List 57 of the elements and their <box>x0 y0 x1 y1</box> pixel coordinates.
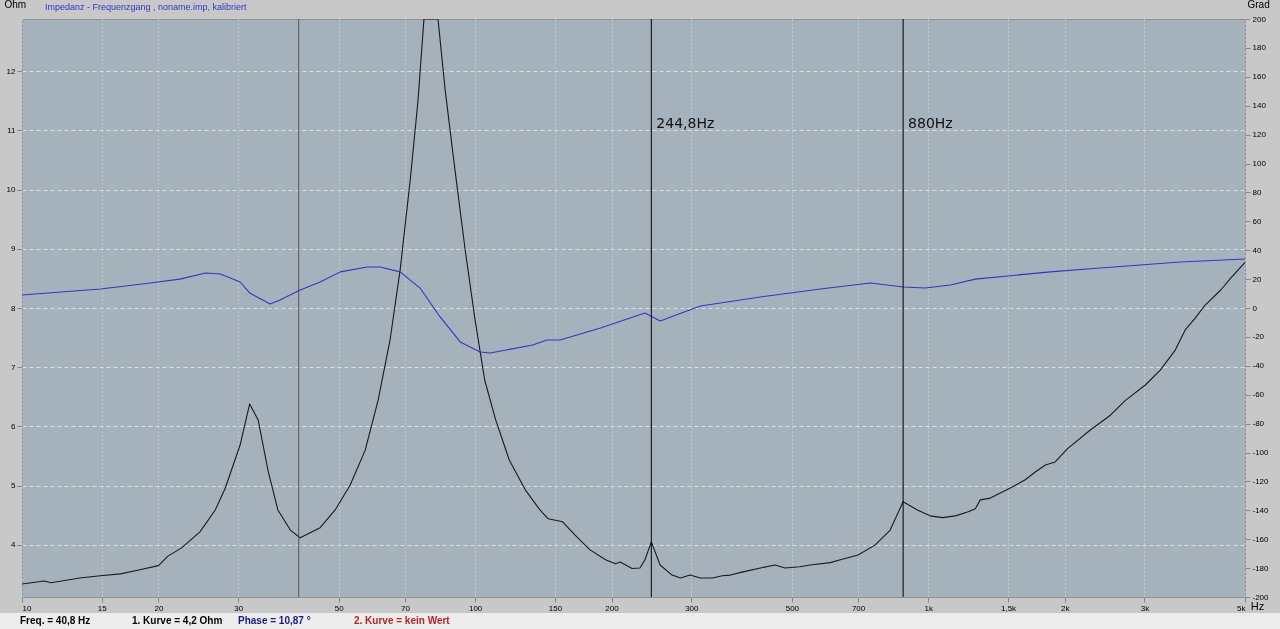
y2-tick-label: -60 <box>1252 390 1265 400</box>
y-tick-label: 8 <box>11 303 17 313</box>
y2-tick-label: -120 <box>1252 476 1270 486</box>
text: Phase = 10,87 ° <box>238 615 311 626</box>
x-tick-label: 500 <box>785 603 800 613</box>
y2-tick-label: 120 <box>1252 130 1267 140</box>
y2-tick-label: 180 <box>1252 43 1267 53</box>
x-tick-label: 5k <box>1237 603 1247 613</box>
x-tick-label: 150 <box>548 603 563 613</box>
y-tick-label: 7 <box>11 362 17 372</box>
x-tick-label: 1k <box>924 603 934 613</box>
y-axis-title: Ohm <box>4 0 27 10</box>
x-tick-label: 100 <box>468 603 483 613</box>
y-tick-label: 4 <box>11 540 17 550</box>
y2-tick-label: 160 <box>1252 72 1267 82</box>
y2-tick-label: -100 <box>1252 448 1270 457</box>
y2-tick-label: 80 <box>1252 187 1262 197</box>
x-tick-label: 1,5k <box>1001 603 1018 613</box>
y2-tick-label: -140 <box>1252 505 1270 515</box>
y-tick-label: 9 <box>11 244 17 254</box>
y-tick-label: 12 <box>6 66 17 76</box>
x-tick-label: 15 <box>97 603 108 613</box>
x-tick-label: 10 <box>22 603 32 613</box>
x-tick-label: 30 <box>234 603 244 613</box>
text: 1. Kurve = 4,2 Ohm <box>132 615 223 626</box>
x-tick-label: 300 <box>685 603 700 613</box>
x-tick-label: 2k <box>1060 603 1071 613</box>
text: Freq. = 40,8 Hz <box>20 615 91 626</box>
y-tick-label: 5 <box>11 481 17 491</box>
ref-line-label: 244,8Hz <box>656 115 715 131</box>
y2-tick-label: -40 <box>1252 361 1265 371</box>
y2-tick-label: 0 <box>1252 303 1258 313</box>
y2-tick-label: -180 <box>1252 563 1270 573</box>
chart-title: Impedanz - Frequenzgang , noname.imp, kalibriert <box>45 2 247 12</box>
y2-tick-label: 40 <box>1252 245 1262 255</box>
x-tick-label: 70 <box>400 603 411 613</box>
y2-tick-label: 60 <box>1252 216 1262 226</box>
y2-tick-label: 200 <box>1252 14 1267 24</box>
y-tick-label: 6 <box>11 421 17 431</box>
y2-tick-label: -160 <box>1252 534 1270 544</box>
x-tick-label: 700 <box>851 603 866 613</box>
y2-tick-label: -200 <box>1252 592 1270 602</box>
y2-tick-label: 100 <box>1252 159 1267 168</box>
ref-line-label: 880Hz <box>908 115 953 131</box>
y-tick-label: 10 <box>6 185 17 195</box>
x-tick-label: 200 <box>605 603 620 613</box>
y2-tick-label: 140 <box>1252 101 1267 111</box>
x-axis-title: Hz <box>1250 599 1265 612</box>
text: 2. Kurve = kein Wert <box>354 615 450 626</box>
y2-tick-label: -20 <box>1252 332 1265 342</box>
y2-tick-label: -80 <box>1252 419 1265 429</box>
y-tick-label: 11 <box>7 125 17 135</box>
x-tick-label: 3k <box>1140 603 1151 613</box>
y2-axis-title: Grad <box>1247 0 1270 10</box>
x-tick-label: 20 <box>154 603 164 613</box>
x-tick-label: 50 <box>334 603 345 613</box>
y2-tick-label: 20 <box>1252 274 1262 284</box>
